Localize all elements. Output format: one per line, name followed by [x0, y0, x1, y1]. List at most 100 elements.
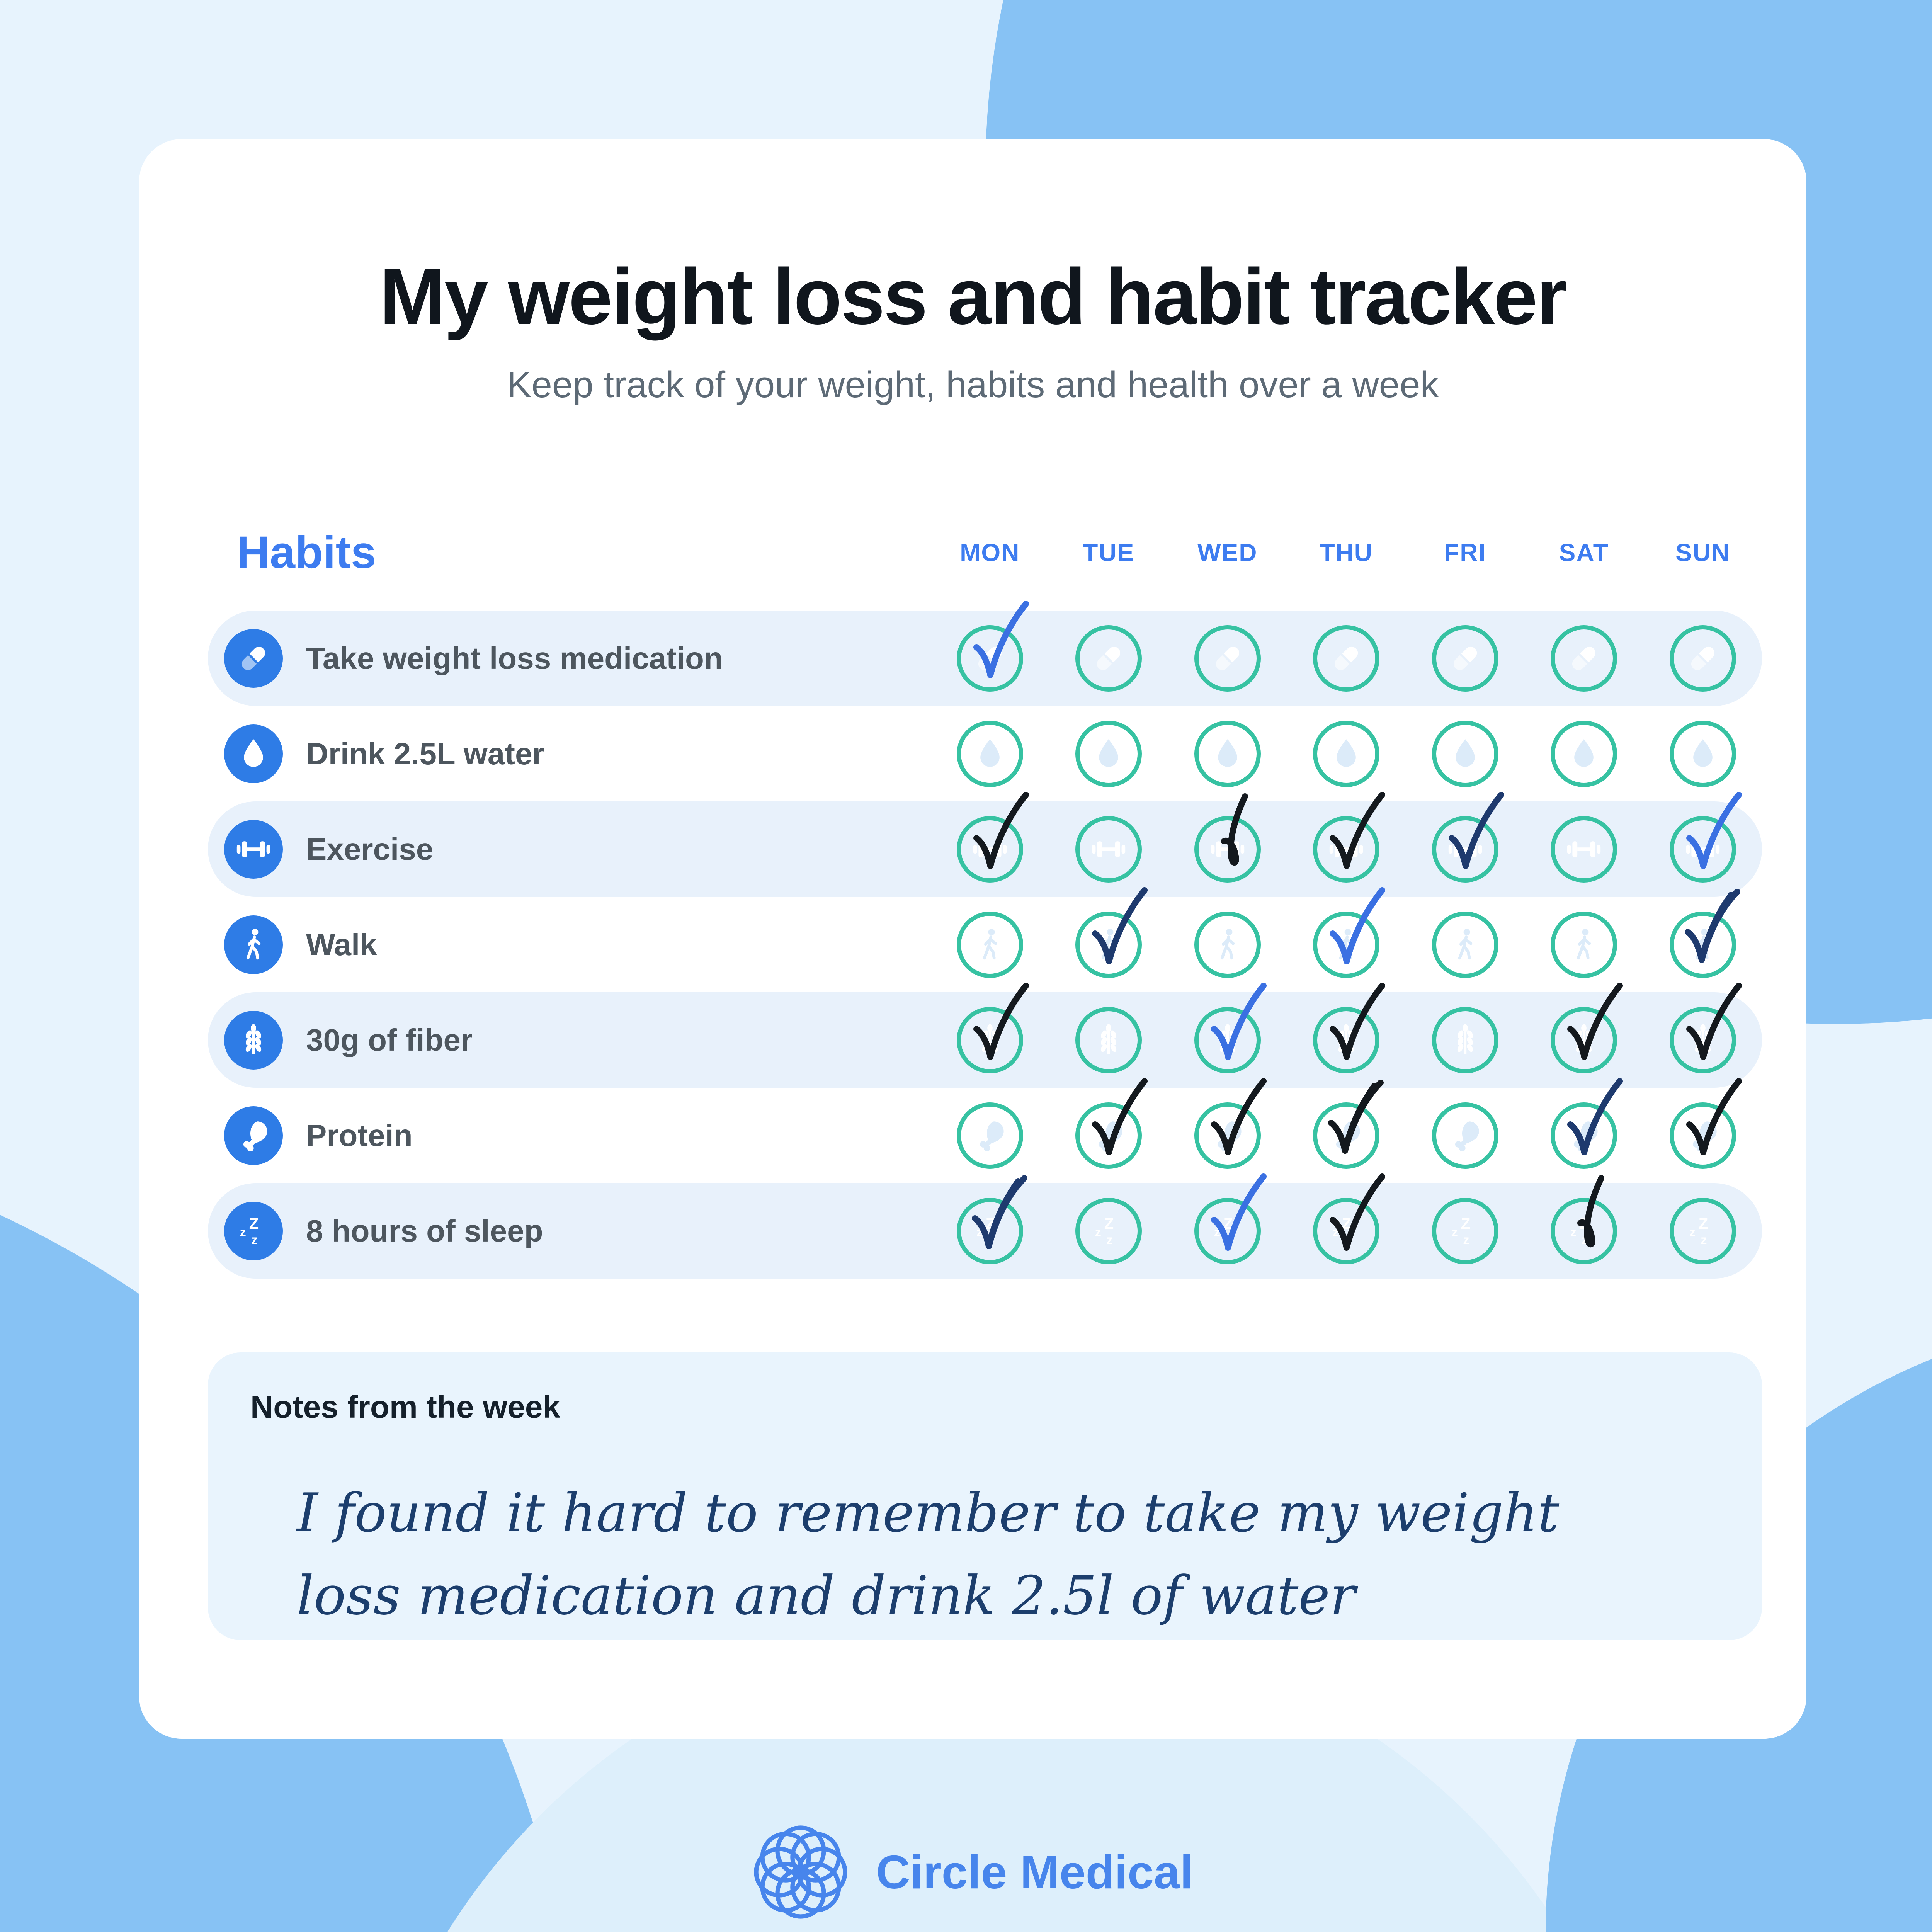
wheat-icon — [224, 1010, 283, 1070]
notes-box: Notes from the week I found it hard to r… — [208, 1352, 1762, 1640]
habit-cell-2-mon[interactable] — [956, 720, 1023, 787]
habit-cell-4-sun[interactable] — [1669, 888, 1740, 978]
habit-label: Protein — [306, 1118, 413, 1153]
habit-cell-7-sun[interactable] — [1669, 1197, 1736, 1264]
habit-row-5: 30g of fiber — [208, 982, 1762, 1088]
brand-name: Circle Medical — [876, 1846, 1193, 1898]
habit-cell-5-mon[interactable] — [956, 982, 1029, 1073]
habit-cell-7-mon[interactable] — [956, 1175, 1027, 1264]
circle-medical-logo-icon — [754, 1825, 847, 1919]
habit-cell-7-sat[interactable] — [1551, 1175, 1617, 1264]
habit-table: Habits MON TUE WED THU FRI SAT SUN Take weight… — [208, 495, 1762, 1279]
habit-label: Take weight loss medication — [306, 641, 723, 675]
habit-cell-7-wed[interactable] — [1194, 1173, 1267, 1264]
walking-person-icon-ghost — [1090, 926, 1127, 963]
habit-cell-7-fri[interactable] — [1432, 1197, 1498, 1264]
habit-cell-3-thu[interactable] — [1313, 791, 1386, 883]
habit-cell-6-sun[interactable] — [1669, 1078, 1742, 1169]
tracker-card: My weight loss and habit tracker Keep tr… — [139, 139, 1806, 1739]
habit-cell-1-wed[interactable] — [1194, 625, 1261, 692]
habit-cell-7-tue[interactable] — [1075, 1197, 1142, 1264]
habit-cell-4-tue[interactable] — [1075, 887, 1148, 978]
habit-cell-6-tue[interactable] — [1075, 1078, 1148, 1169]
habit-cell-2-fri[interactable] — [1432, 720, 1498, 787]
wheat-icon-ghost — [971, 1022, 1009, 1059]
habit-label: Walk — [306, 927, 377, 962]
habit-row-head: Take weight loss medication — [208, 629, 930, 688]
habit-cell-2-sun[interactable] — [1669, 720, 1736, 787]
drumstick-icon-ghost — [1328, 1117, 1365, 1154]
notes-handwritten-text: I found it hard to remember to take my w… — [297, 1482, 1560, 1627]
habit-cell-5-wed[interactable] — [1194, 982, 1267, 1073]
drumstick-icon-ghost — [1684, 1117, 1721, 1154]
zzz-sleep-icon-ghost — [1090, 1213, 1127, 1250]
habit-cell-3-wed[interactable] — [1194, 793, 1261, 883]
habit-cell-5-thu[interactable] — [1313, 982, 1386, 1073]
habit-cell-6-sat[interactable] — [1551, 1078, 1623, 1169]
zzz-sleep-icon-ghost — [1447, 1213, 1484, 1250]
dumbbell-icon-ghost — [1328, 831, 1365, 868]
dumbbell-icon-ghost — [1447, 831, 1484, 868]
dumbbell-icon-ghost — [1209, 831, 1246, 868]
walking-person-icon-ghost — [971, 926, 1009, 963]
water-drop-icon-ghost — [971, 735, 1009, 772]
pill-icon-ghost — [1328, 640, 1365, 677]
habit-row-head: Walk — [208, 915, 930, 974]
habit-cell-6-fri[interactable] — [1432, 1102, 1498, 1169]
wheat-icon-ghost — [1328, 1022, 1365, 1059]
drumstick-icon-ghost — [1209, 1117, 1246, 1154]
habit-cell-6-mon[interactable] — [956, 1102, 1023, 1169]
habit-cell-5-fri[interactable] — [1432, 1007, 1498, 1073]
habit-cell-4-wed[interactable] — [1194, 911, 1261, 978]
habit-cell-3-sun[interactable] — [1669, 791, 1742, 883]
habit-cell-5-sun[interactable] — [1669, 982, 1742, 1073]
habit-cell-5-sat[interactable] — [1551, 982, 1623, 1073]
habit-cell-1-fri[interactable] — [1432, 625, 1498, 692]
habit-cell-3-fri[interactable] — [1432, 791, 1504, 883]
habit-cell-1-sat[interactable] — [1551, 625, 1617, 692]
habit-row-head: Exercise — [208, 820, 930, 879]
walking-person-icon-ghost — [1209, 926, 1246, 963]
habit-cell-3-mon[interactable] — [956, 791, 1029, 883]
habit-cell-5-tue[interactable] — [1075, 1007, 1142, 1073]
habit-cell-6-wed[interactable] — [1194, 1078, 1267, 1169]
drumstick-icon-ghost — [971, 1117, 1009, 1154]
habit-cell-4-fri[interactable] — [1432, 911, 1498, 978]
pill-icon-ghost — [1684, 640, 1721, 677]
water-drop-icon — [224, 724, 283, 783]
habit-cell-4-sat[interactable] — [1551, 911, 1617, 978]
habit-cell-2-tue[interactable] — [1075, 720, 1142, 787]
drumstick-icon-ghost — [1565, 1117, 1602, 1154]
habit-cell-2-thu[interactable] — [1313, 720, 1380, 787]
day-label-mon: MON — [960, 539, 1020, 566]
habit-cell-4-thu[interactable] — [1313, 887, 1386, 978]
wheat-icon-ghost — [1684, 1022, 1721, 1059]
habit-cell-7-thu[interactable] — [1313, 1173, 1386, 1264]
habit-cell-1-sun[interactable] — [1669, 625, 1736, 692]
drumstick-icon-ghost — [1090, 1117, 1127, 1154]
dumbbell-icon-ghost — [1684, 831, 1721, 868]
wheat-icon-ghost — [1209, 1022, 1246, 1059]
habit-cell-1-mon[interactable] — [956, 600, 1029, 692]
habit-cell-1-tue[interactable] — [1075, 625, 1142, 692]
habit-cell-1-thu[interactable] — [1313, 625, 1380, 692]
habit-label: 8 hours of sleep — [306, 1213, 543, 1248]
habit-cell-2-sat[interactable] — [1551, 720, 1617, 787]
habit-cell-3-sat[interactable] — [1551, 816, 1617, 883]
habit-cell-2-wed[interactable] — [1194, 720, 1261, 787]
pill-icon-ghost — [1090, 640, 1127, 677]
habit-label: 30g of fiber — [306, 1022, 473, 1057]
habit-row-4: Walk — [208, 887, 1762, 992]
habits-heading: Habits — [237, 527, 376, 578]
habit-cell-4-mon[interactable] — [956, 911, 1023, 978]
page-subtitle: Keep track of your weight, habits and he… — [507, 364, 1439, 405]
drumstick-icon-ghost — [1447, 1117, 1484, 1154]
table-header-row: Habits MON TUE WED THU FRI SAT SUN — [208, 495, 1762, 611]
habit-cell-6-thu[interactable] — [1313, 1079, 1384, 1169]
habit-rows: Take weight loss medication Drink 2.5L wa… — [208, 600, 1762, 1279]
wheat-icon-ghost — [1565, 1022, 1602, 1059]
walking-person-icon-ghost — [1447, 926, 1484, 963]
zzz-sleep-icon-ghost — [1565, 1213, 1602, 1250]
habit-cell-3-tue[interactable] — [1075, 816, 1142, 883]
